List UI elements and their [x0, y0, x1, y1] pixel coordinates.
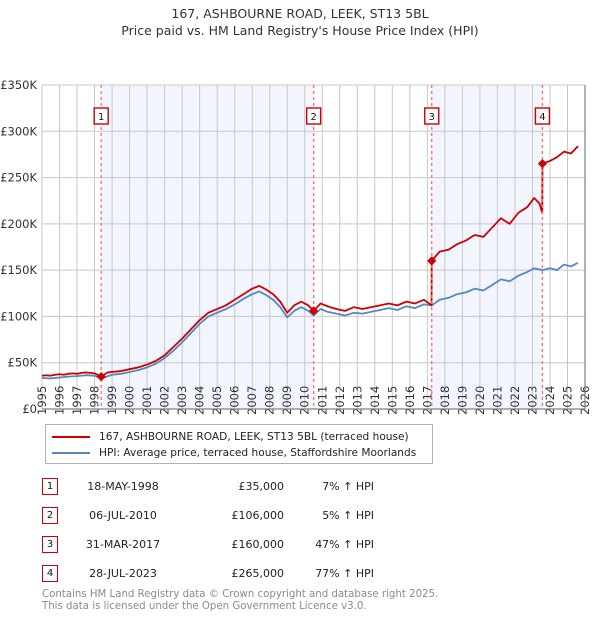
legend-swatch-price-paid [52, 436, 90, 438]
y-axis-tick-label: £300K [0, 124, 37, 138]
transactions-table: 1 18-MAY-1998 £35,000 7% ↑ HPI 2 06-JUL-… [42, 472, 382, 588]
transaction-date: 18-MAY-1998 [87, 480, 159, 493]
transaction-price: £106,000 [231, 509, 285, 522]
x-axis-tick-label: 2020 [473, 386, 487, 415]
x-axis-tick-label: 2024 [543, 386, 557, 415]
chart-canvas: £0 £50K £100K £150K £200K £250K £300K £350K 1995… [0, 78, 592, 416]
marker-badge-label: 3 [429, 112, 435, 123]
page-title: 167, ASHBOURNE ROAD, LEEK, ST13 5BL Pric… [0, 0, 600, 39]
legend-item-price-paid: 167, ASHBOURNE ROAD, LEEK, ST13 5BL (ter… [52, 429, 426, 445]
shaded-band [101, 85, 314, 409]
legend-label-price-paid: 167, ASHBOURNE ROAD, LEEK, ST13 5BL (ter… [99, 431, 409, 443]
y-axis-tick-label: £200K [0, 217, 37, 231]
legend-swatch-hpi [52, 452, 90, 454]
y-axis-tick-label: £50K [8, 356, 38, 370]
footer-line-1: Contains HM Land Registry data © Crown c… [42, 589, 439, 600]
chart-legend: 167, ASHBOURNE ROAD, LEEK, ST13 5BL (ter… [45, 424, 433, 464]
chart-title: 167, ASHBOURNE ROAD, LEEK, ST13 5BL [171, 6, 429, 21]
y-axis-tick-label: £250K [0, 171, 37, 185]
x-axis-tick-label: 2002 [158, 386, 172, 415]
y-axis-tick-label: £150K [0, 263, 37, 277]
transaction-price: £265,000 [231, 567, 285, 580]
x-axis-tick-label: 2021 [490, 386, 504, 415]
transaction-hpi-delta: 77% ↑ HPI [315, 567, 374, 580]
table-row[interactable]: 3 31-MAR-2017 £160,000 47% ↑ HPI [42, 530, 382, 559]
marker-badge[interactable] [534, 107, 551, 125]
transaction-marker-point[interactable] [96, 372, 106, 382]
table-row[interactable]: 2 06-JUL-2010 £106,000 5% ↑ HPI [42, 501, 382, 530]
y-axis-tick-label: £100K [0, 309, 37, 323]
series-line [41, 145, 579, 378]
chart-subtitle: Price paid vs. HM Land Registry's House … [121, 23, 479, 38]
transaction-date: 31-MAR-2017 [85, 538, 161, 551]
marker-badge-label: 1 [98, 112, 104, 123]
row-marker-badge: 1 [42, 478, 58, 495]
x-axis-tick-label: 2008 [263, 386, 277, 415]
x-axis-tick-label: 2013 [350, 386, 364, 415]
x-axis-tick-label: 2015 [385, 386, 399, 415]
x-axis-tick-label: 2023 [525, 386, 539, 415]
transaction-marker-point[interactable] [537, 159, 548, 169]
legend-label-hpi: HPI: Average price, terraced house, Staf… [99, 447, 417, 459]
x-axis-tick-label: 2010 [298, 386, 312, 415]
transaction-price: £35,000 [238, 480, 285, 493]
price-history-chart: £0 £50K £100K £150K £200K £250K £300K £350K 1995… [0, 39, 600, 469]
x-axis-tick-label: 2014 [368, 386, 382, 415]
row-marker-badge: 3 [42, 536, 58, 553]
footer-attribution: Contains HM Land Registry data © Crown c… [42, 589, 562, 613]
row-marker-badge: 2 [42, 507, 58, 524]
y-axis-tick-label: £0 [22, 402, 37, 416]
transaction-marker-point[interactable] [309, 306, 319, 316]
x-axis-tick-label: 1995 [35, 386, 49, 415]
x-axis-tick-label: 2019 [455, 386, 469, 415]
x-axis-tick-label: 2005 [210, 386, 224, 415]
table-row[interactable]: 4 28-JUL-2023 £265,000 77% ↑ HPI [42, 559, 382, 588]
transaction-price: £160,000 [231, 538, 285, 551]
row-marker-badge: 4 [42, 565, 58, 582]
x-axis-tick-label: 1999 [105, 386, 119, 415]
x-axis-tick-label: 2009 [280, 386, 294, 415]
series-line [41, 261, 579, 380]
x-axis-tick-label: 2007 [245, 386, 259, 415]
marker-badge[interactable] [424, 107, 440, 125]
x-axis-tick-label: 1998 [88, 386, 102, 415]
x-axis-tick-label: 2017 [420, 386, 434, 415]
x-axis-tick-label: 2011 [315, 386, 329, 415]
x-axis-tick-label: 2012 [333, 386, 347, 415]
x-axis-tick-label: 2000 [123, 386, 137, 415]
transaction-hpi-delta: 47% ↑ HPI [315, 538, 374, 551]
marker-badge[interactable] [93, 107, 109, 125]
x-axis-tick-label: 2016 [403, 386, 417, 415]
marker-badge-label: 2 [310, 112, 316, 123]
marker-badge-label: 4 [539, 112, 545, 123]
marker-badge[interactable] [305, 107, 322, 125]
transaction-date: 28-JUL-2023 [89, 567, 157, 580]
table-row[interactable]: 1 18-MAY-1998 £35,000 7% ↑ HPI [42, 472, 382, 501]
x-axis-tick-label: 2018 [438, 386, 452, 415]
x-axis-tick-label: 2004 [193, 386, 207, 415]
y-axis-tick-label: £350K [0, 78, 37, 92]
x-axis-tick-label: 2003 [175, 386, 189, 415]
shaded-band [431, 85, 543, 409]
x-axis-tick-label: 2001 [140, 386, 154, 415]
footer-line-2: This data is licensed under the Open Gov… [42, 601, 367, 612]
x-axis-tick-label: 2022 [508, 386, 522, 415]
x-axis-tick-label: 1997 [70, 386, 84, 415]
x-axis-tick-label: 2006 [228, 386, 242, 415]
x-axis-tick-label: 2025 [560, 386, 574, 415]
transaction-date: 06-JUL-2010 [89, 509, 157, 522]
legend-item-hpi: HPI: Average price, terraced house, Staf… [52, 445, 426, 461]
transaction-hpi-delta: 5% ↑ HPI [322, 509, 374, 522]
x-axis-tick-label: 1996 [53, 386, 67, 415]
transaction-hpi-delta: 7% ↑ HPI [322, 480, 374, 493]
